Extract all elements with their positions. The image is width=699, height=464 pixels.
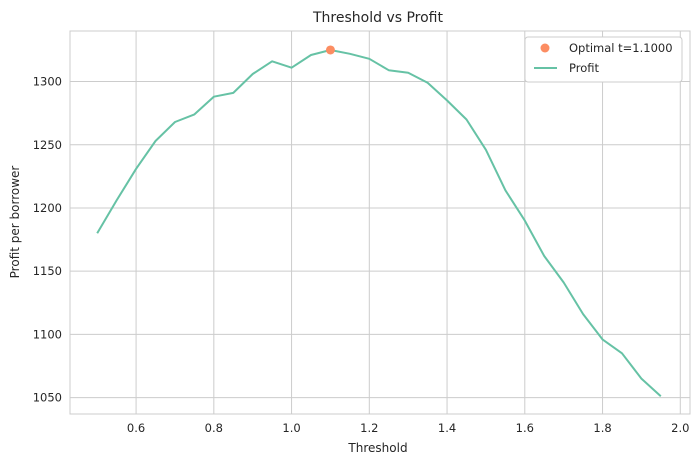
legend-box — [524, 36, 683, 83]
x-axis-label: Threshold — [347, 441, 407, 455]
y-tick-label: 1050 — [33, 391, 62, 405]
x-tick-label: 1.6 — [516, 421, 534, 435]
x-tick-label: 1.0 — [282, 421, 300, 435]
x-tick-label: 1.4 — [438, 421, 456, 435]
profit-line — [96, 49, 662, 398]
chart-title: Threshold vs Profit — [312, 10, 444, 26]
legend-profit-label: Profit — [569, 61, 599, 75]
x-tick-label: 2.0 — [671, 421, 689, 435]
optimal-point — [325, 45, 335, 55]
x-tick-label: 1.8 — [593, 421, 611, 435]
y-axis-label: Profit per borrower — [8, 166, 22, 279]
legend-optimal-label: Optimal t=1.1000 — [569, 41, 673, 55]
x-tick-labels: 0.6 0.8 1.0 1.2 1.4 1.6 1.8 2.0 — [127, 421, 689, 435]
x-tick-label: 1.2 — [360, 421, 378, 435]
y-tick-label: 1150 — [33, 264, 62, 278]
series-layer — [96, 45, 662, 398]
y-tick-labels: 1050 1100 1150 1200 1250 1300 — [33, 75, 62, 405]
legend: Optimal t=1.1000 Profit — [524, 36, 683, 83]
x-tick-label: 0.8 — [205, 421, 223, 435]
y-tick-label: 1300 — [33, 75, 62, 89]
y-tick-label: 1100 — [33, 327, 62, 341]
legend-optimal-marker — [540, 43, 550, 53]
plot-area — [69, 30, 691, 415]
y-tick-label: 1200 — [33, 201, 62, 215]
y-tick-label: 1250 — [33, 138, 62, 152]
x-tick-label: 0.6 — [127, 421, 145, 435]
